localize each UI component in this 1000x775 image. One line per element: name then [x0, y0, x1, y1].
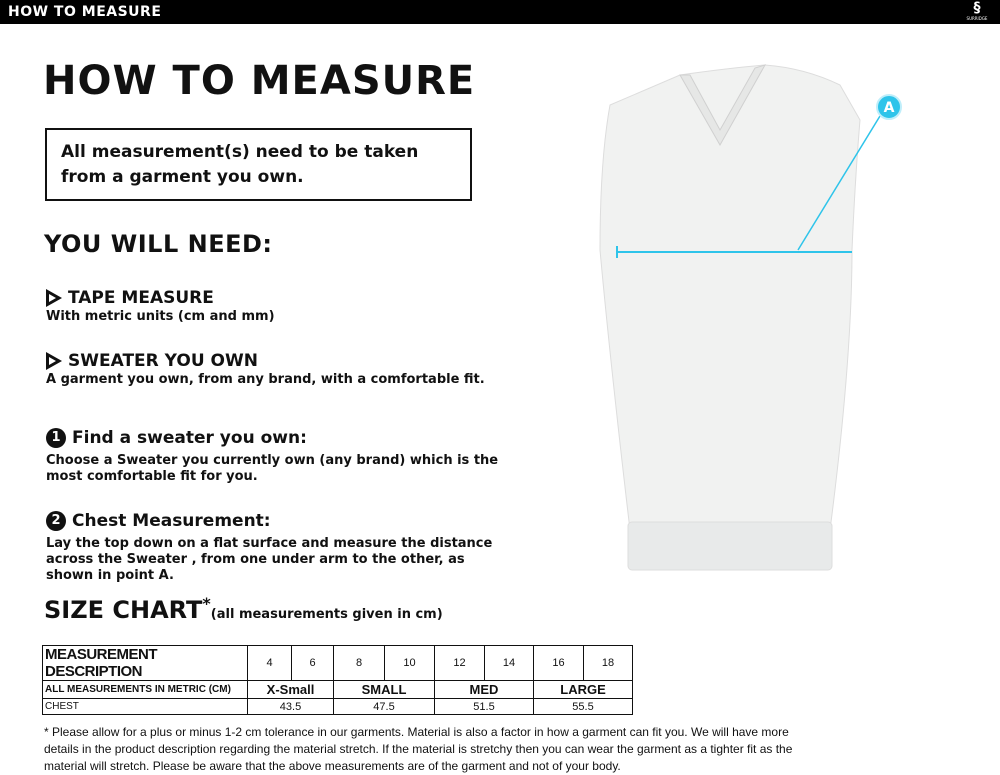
step-text: Lay the top down on a flat surface and m… — [46, 536, 493, 583]
size-cell: 18 — [583, 645, 633, 681]
chest-cell: 43.5 — [247, 698, 334, 715]
size-cell: 14 — [484, 645, 534, 681]
chest-cell: 55.5 — [533, 698, 633, 715]
group-cell: X-Small — [247, 680, 334, 699]
sweater-image: A — [599, 64, 902, 571]
size-cell: 10 — [384, 645, 435, 681]
you-will-need-heading: YOU WILL NEED: — [44, 230, 273, 258]
item-title: TAPE MEASURE — [68, 288, 214, 308]
footnote: * Please allow for a plus or minus 1-2 c… — [44, 725, 793, 773]
size-chart-table: MEASUREMENT DESCRIPTION 4 6 8 10 12 14 1… — [42, 645, 633, 715]
note-box: All measurement(s) need to be taken from… — [45, 128, 472, 201]
item-text: With metric units (cm and mm) — [46, 309, 275, 324]
size-cell: 8 — [333, 645, 385, 681]
group-cell: MED — [434, 680, 534, 699]
pointer-line — [797, 115, 881, 251]
triangle-icon — [46, 289, 62, 307]
table-row: MEASUREMENT DESCRIPTION 4 6 8 10 12 14 1… — [42, 645, 633, 681]
size-chart-heading: SIZE CHART*(all measurements given in cm… — [44, 594, 443, 624]
size-cell: 16 — [533, 645, 584, 681]
size-cell: 12 — [434, 645, 485, 681]
table-row: ALL MEASUREMENTS IN METRIC (CM) X-Small … — [42, 680, 633, 699]
item-text: A garment you own, from any brand, with … — [46, 372, 485, 387]
page-title: HOW TO MEASURE — [43, 58, 476, 104]
point-a-marker — [876, 94, 902, 120]
sweater-body — [599, 64, 861, 531]
metric-label: ALL MEASUREMENTS IN METRIC (CM) — [42, 680, 248, 699]
step-2: 2 Chest Measurement: Lay the top down on … — [46, 511, 516, 584]
header-label: MEASUREMENT DESCRIPTION — [42, 645, 248, 681]
surridge-logo: § SURRIDGE — [966, 0, 988, 21]
step-number-icon: 1 — [46, 428, 66, 448]
chest-cell: 47.5 — [333, 698, 435, 715]
triangle-icon — [46, 352, 62, 370]
sweater-collar — [679, 64, 767, 147]
need-tape-measure: TAPE MEASURE With metric units (cm and m… — [46, 288, 275, 325]
chest-label: CHEST — [42, 698, 248, 715]
point-a-label: A — [884, 100, 895, 116]
size-cell: 4 — [247, 645, 292, 681]
step-text: Choose a Sweater you currently own (any … — [46, 453, 499, 484]
item-title: SWEATER YOU OWN — [68, 351, 258, 371]
sweater-hem — [627, 521, 833, 571]
step-number-icon: 2 — [46, 511, 66, 531]
step-title: Find a sweater you own: — [72, 428, 307, 448]
group-cell: SMALL — [333, 680, 435, 699]
table-row: CHEST 43.5 47.5 51.5 55.5 — [42, 698, 633, 715]
size-cell: 6 — [291, 645, 334, 681]
top-bar: HOW TO MEASURE § SURRIDGE — [0, 0, 1000, 24]
step-1: 1 Find a sweater you own: Choose a Sweate… — [46, 428, 516, 485]
header-title: HOW TO MEASURE — [8, 4, 162, 20]
group-cell: LARGE — [533, 680, 633, 699]
chest-cell: 51.5 — [434, 698, 534, 715]
need-sweater: SWEATER YOU OWN A garment you own, from … — [46, 351, 485, 388]
step-title: Chest Measurement: — [72, 511, 271, 531]
